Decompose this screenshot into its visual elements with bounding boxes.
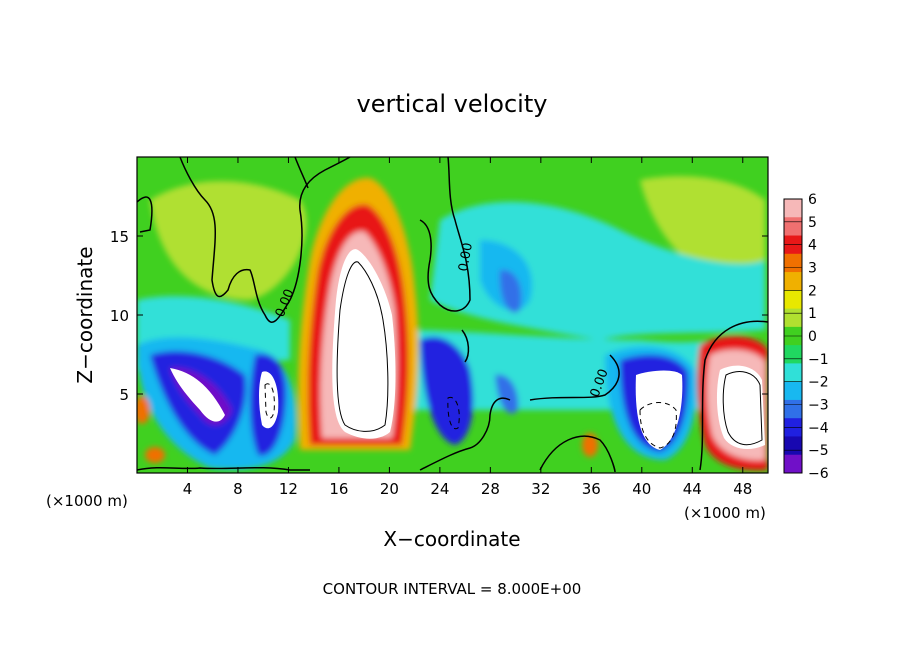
chart-title: vertical velocity — [357, 90, 548, 118]
saturated-cores — [170, 249, 765, 450]
colorbar: 6 5 4 3 2 1 0 −1 −2 −3 −4 −5 −6 — [783, 192, 829, 482]
x-tick-label: 8 — [233, 480, 243, 498]
minus8-contour — [447, 396, 460, 430]
downdraft-middle — [495, 374, 519, 414]
plot-area: 0.00 0.00 0.00 — [137, 157, 768, 473]
y-axis: 5 10 15 — [110, 228, 768, 404]
plus8-contour — [722, 371, 763, 446]
y-tick-label: 5 — [119, 386, 129, 404]
zero-contour — [461, 329, 470, 363]
zero-contour — [137, 466, 310, 471]
y-tick-label: 10 — [110, 307, 129, 325]
zero-contour — [137, 196, 153, 233]
colorbar-swatch — [784, 253, 802, 273]
x-tick-label: 28 — [481, 480, 500, 498]
contour-lines — [137, 157, 768, 473]
x-unit-right: (×1000 m) — [684, 504, 766, 522]
x-axis: 4 8 12 16 20 24 28 32 36 40 44 48 — [183, 157, 752, 498]
downdraft-middle — [420, 336, 474, 445]
minus8-contour — [264, 383, 275, 419]
x-tick-label: 32 — [531, 480, 550, 498]
positive-blob — [137, 396, 150, 424]
x-unit-left: (×1000 m) — [46, 492, 128, 510]
colorbar-label: −3 — [808, 398, 829, 414]
white-core — [716, 365, 765, 450]
colorbar-swatch — [784, 454, 802, 474]
colorbar-label: −2 — [808, 375, 829, 391]
white-core — [170, 368, 225, 422]
plus8-contour — [336, 261, 389, 432]
x-tick-label: 24 — [430, 480, 449, 498]
colorbar-label: 5 — [808, 215, 817, 231]
colorbar-label: 3 — [808, 261, 817, 277]
colorbar-label: 1 — [808, 306, 817, 322]
colorbar-label: 6 — [808, 192, 817, 208]
x-tick-label: 16 — [329, 480, 348, 498]
contour-label: 0.00 — [456, 242, 476, 273]
zero-contour — [179, 157, 351, 323]
colorbar-label: 2 — [808, 283, 817, 299]
y-tick-label: 15 — [110, 228, 129, 246]
zero-contour — [539, 435, 616, 473]
colorbar-swatch — [784, 272, 802, 291]
colorbar-swatch — [784, 381, 802, 401]
white-core — [635, 370, 683, 450]
x-axis-label: X−coordinate — [383, 527, 520, 551]
x-tick-label: 36 — [582, 480, 601, 498]
colorbar-label: −1 — [808, 352, 829, 368]
x-tick-label: 44 — [683, 480, 702, 498]
colorbar-label: 0 — [808, 329, 817, 345]
colorbar-label: −6 — [808, 466, 829, 482]
zero-contour — [294, 157, 309, 189]
colorbar-swatch — [784, 345, 802, 364]
white-core — [259, 371, 279, 429]
colorbar-swatch — [784, 399, 802, 419]
negative-lobe — [499, 269, 522, 313]
x-tick-label: 20 — [380, 480, 399, 498]
zero-contour — [529, 354, 620, 401]
x-tick-label: 12 — [279, 480, 298, 498]
contour-interval-note: CONTOUR INTERVAL = 8.000E+00 — [323, 580, 582, 598]
colorbar-swatch — [784, 199, 802, 218]
colorbar-swatch — [784, 217, 802, 237]
x-tick-label: 4 — [183, 480, 193, 498]
colorbar-swatch — [784, 308, 802, 328]
positive-blob — [582, 433, 598, 457]
zero-contour — [699, 320, 768, 471]
colorbar-swatch — [784, 363, 802, 383]
positive-lobe — [150, 181, 307, 300]
colorbar-label: −4 — [808, 420, 829, 436]
minus8-contour — [639, 402, 677, 449]
white-core — [332, 249, 396, 439]
colorbar-swatch — [784, 290, 802, 310]
colorbar-swatch — [784, 436, 802, 456]
zero-contour — [419, 157, 471, 312]
colorbar-label: 4 — [808, 238, 817, 254]
zero-contour — [419, 397, 511, 471]
x-tick-label: 48 — [733, 480, 752, 498]
y-axis-label: Z−coordinate — [73, 246, 97, 383]
x-tick-label: 40 — [632, 480, 651, 498]
colorbar-label: −5 — [808, 443, 829, 459]
positive-blob — [145, 447, 165, 463]
